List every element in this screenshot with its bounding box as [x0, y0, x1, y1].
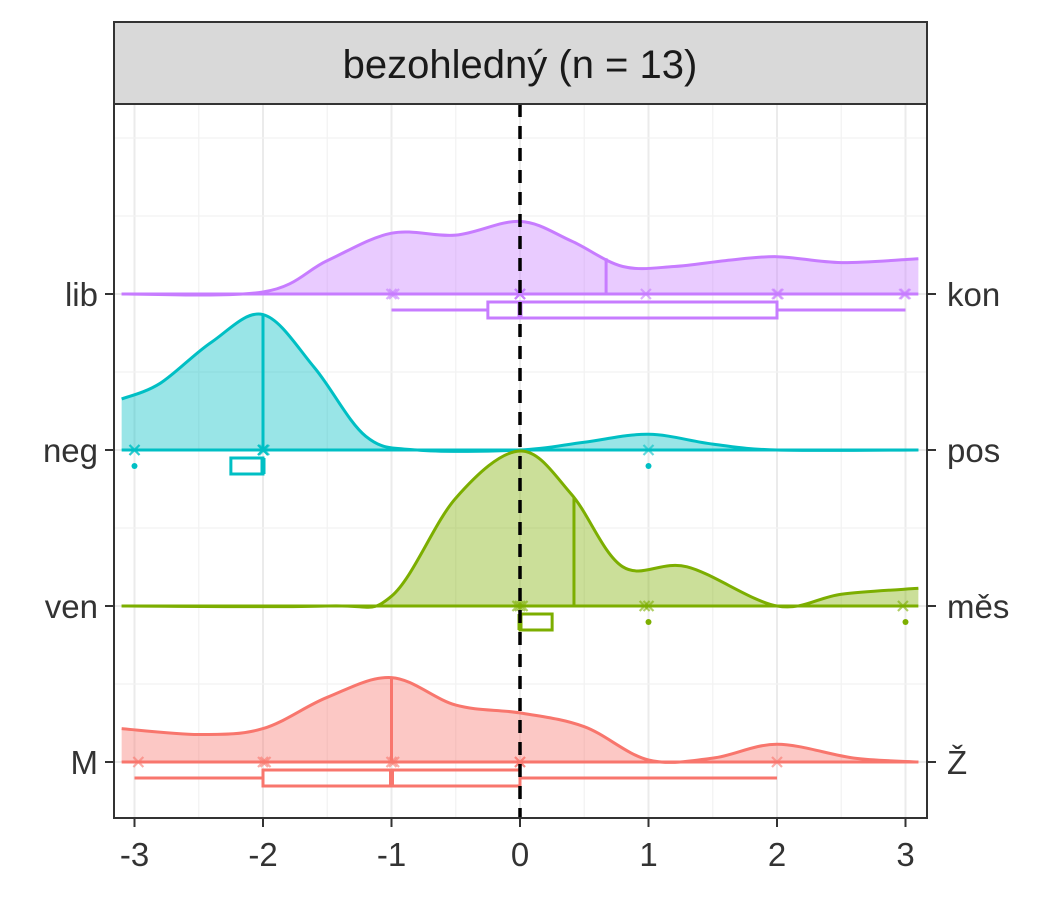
- box-outlier-neg: [131, 463, 138, 469]
- row-label-right: pos: [947, 432, 1000, 469]
- data-point-ven: [516, 600, 529, 612]
- box-body-lib: [486, 300, 779, 320]
- data-point-M: [385, 756, 398, 768]
- box-outlier-neg: [645, 463, 652, 469]
- row-label-left: ven: [45, 588, 98, 625]
- row-label-left: lib: [65, 276, 98, 313]
- density-curve-M: [121, 676, 919, 764]
- x-tick-label: 3: [896, 836, 914, 873]
- row-label-right: kon: [947, 276, 1000, 313]
- data-point-lib: [388, 288, 400, 300]
- row-label-left: M: [71, 744, 99, 781]
- data-point-ven: [514, 600, 526, 612]
- data-point-neg: [128, 444, 141, 456]
- axes: -3 -2 -1 0 1 2 3 lib kon neg pos ven měs M Ž: [43, 276, 1009, 873]
- x-tick-label: -1: [377, 836, 406, 873]
- box-outlier-ven: [902, 619, 909, 625]
- data-point-ven: [897, 600, 909, 612]
- density-curve-ven: [121, 449, 919, 609]
- data-point-M: [132, 756, 145, 768]
- row-label-right: Ž: [947, 744, 967, 781]
- facet-strip-box: [113, 21, 928, 105]
- data-point-M: [257, 756, 269, 768]
- row-label-left: neg: [43, 432, 98, 469]
- data-point-ven: [642, 600, 655, 612]
- data-point-lib: [514, 288, 526, 300]
- data-point-M: [259, 756, 272, 768]
- row-label-right: měs: [947, 588, 1009, 625]
- box-outlier-ven: [645, 619, 652, 625]
- data-point-ven: [638, 600, 651, 612]
- data-point-lib: [385, 288, 398, 300]
- x-tick-label: 0: [511, 836, 529, 873]
- x-tick-label: -3: [120, 836, 149, 873]
- density-fill-neg: [121, 314, 919, 452]
- data-point-lib: [772, 288, 785, 300]
- data-point-lib: [899, 288, 912, 300]
- density-curve-neg: [121, 312, 919, 453]
- data-point-neg: [642, 444, 655, 456]
- density-curve-lib: [121, 219, 919, 297]
- ridge-M: [121, 676, 919, 788]
- data-point-M: [514, 756, 526, 768]
- chart-title: bezohledný (n = 13): [343, 43, 698, 87]
- data-point-neg: [258, 444, 271, 456]
- x-tick-label: 1: [639, 836, 657, 873]
- x-tick-label: -2: [248, 836, 277, 873]
- data-point-M: [771, 756, 783, 768]
- facet-strip: bezohledný (n = 13): [113, 21, 928, 105]
- data-point-lib: [640, 288, 652, 300]
- data-point-M: [388, 756, 400, 768]
- x-tick-label: 2: [768, 836, 786, 873]
- density-fill-M: [121, 677, 919, 763]
